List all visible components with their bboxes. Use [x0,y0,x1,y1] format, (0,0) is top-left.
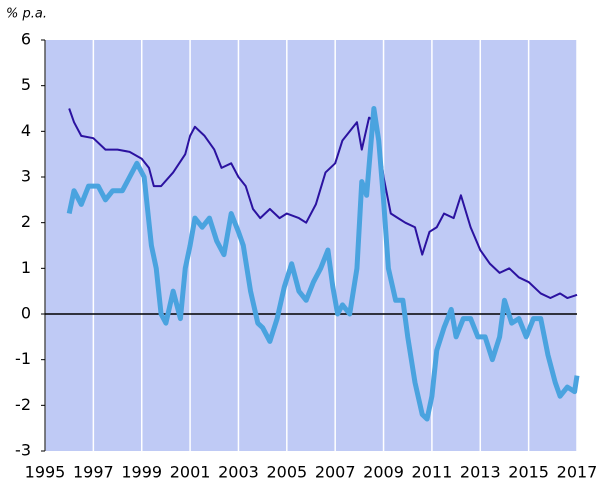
y-tick-label: 6 [21,30,31,49]
x-tick-label: 1997 [73,463,114,482]
x-tick-label: 1999 [121,463,162,482]
y-tick-label: 4 [21,121,31,140]
y-tick-label: 2 [21,212,31,231]
x-tick-label: 2009 [363,463,404,482]
y-tick-label: 3 [21,167,31,186]
x-tick-label: 2017 [557,463,598,482]
x-tick-label: 2001 [170,463,211,482]
y-tick-label: -1 [15,349,31,368]
x-tick-label: 2005 [266,463,307,482]
x-tick-label: 2011 [412,463,453,482]
x-tick-label: 2013 [460,463,501,482]
x-tick-label: 2015 [508,463,549,482]
y-tick-label: 5 [21,75,31,94]
plot-area [45,40,577,451]
y-axis-unit: % p.a. [6,7,47,22]
y-tick-label: 0 [21,304,31,323]
x-tick-label: 1995 [25,463,66,482]
x-tick-label: 2003 [218,463,259,482]
series-line [66,106,580,422]
series-line [68,108,578,300]
y-tick-label: -3 [15,441,31,460]
y-tick-label: 1 [21,258,31,277]
y-tick-label: -2 [15,395,31,414]
x-tick-label: 2007 [315,463,356,482]
